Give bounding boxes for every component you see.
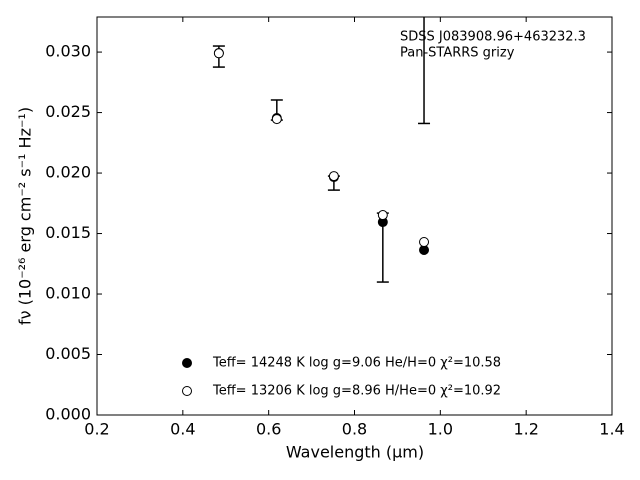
y-tick-label: 0.005: [45, 344, 91, 363]
error-bars: [212, 17, 431, 283]
point: [419, 237, 430, 248]
legend-label: Teff= 13206 K log g=8.96 H/He=0 χ²=10.92: [212, 384, 501, 399]
point: [271, 114, 282, 125]
legend-marker: [182, 358, 192, 368]
legend-label: Teff= 14248 K log g=9.06 He/H=0 χ²=10.58: [212, 356, 501, 371]
annotation: SDSS J083908.96+463232.3: [400, 30, 586, 45]
y-tick-label: 0.020: [45, 163, 91, 182]
x-tick-label: 0.2: [84, 420, 109, 439]
y-tick-label: 0.015: [45, 223, 91, 242]
point: [328, 171, 339, 182]
legend-marker: [182, 386, 192, 396]
x-tick-label: 1.0: [428, 420, 453, 439]
y-tick-label: 0.030: [45, 42, 91, 61]
point: [377, 210, 388, 221]
x-tick-label: 1.4: [599, 420, 624, 439]
x-tick-label: 0.6: [256, 420, 281, 439]
y-axis-label: fν (10⁻²⁶ erg cm⁻² s⁻¹ Hz⁻¹): [16, 107, 35, 325]
y-tick-label: 0.025: [45, 102, 91, 121]
x-tick-label: 0.8: [342, 420, 367, 439]
y-tick-label: 0.000: [45, 405, 91, 424]
x-axis-label: Wavelength (μm): [286, 443, 424, 462]
x-tick-label: 1.2: [513, 420, 538, 439]
y-tick-label: 0.010: [45, 284, 91, 303]
x-tick-label: 0.4: [170, 420, 195, 439]
point: [213, 48, 224, 59]
annotation: Pan-STARRS grizy: [400, 46, 515, 61]
